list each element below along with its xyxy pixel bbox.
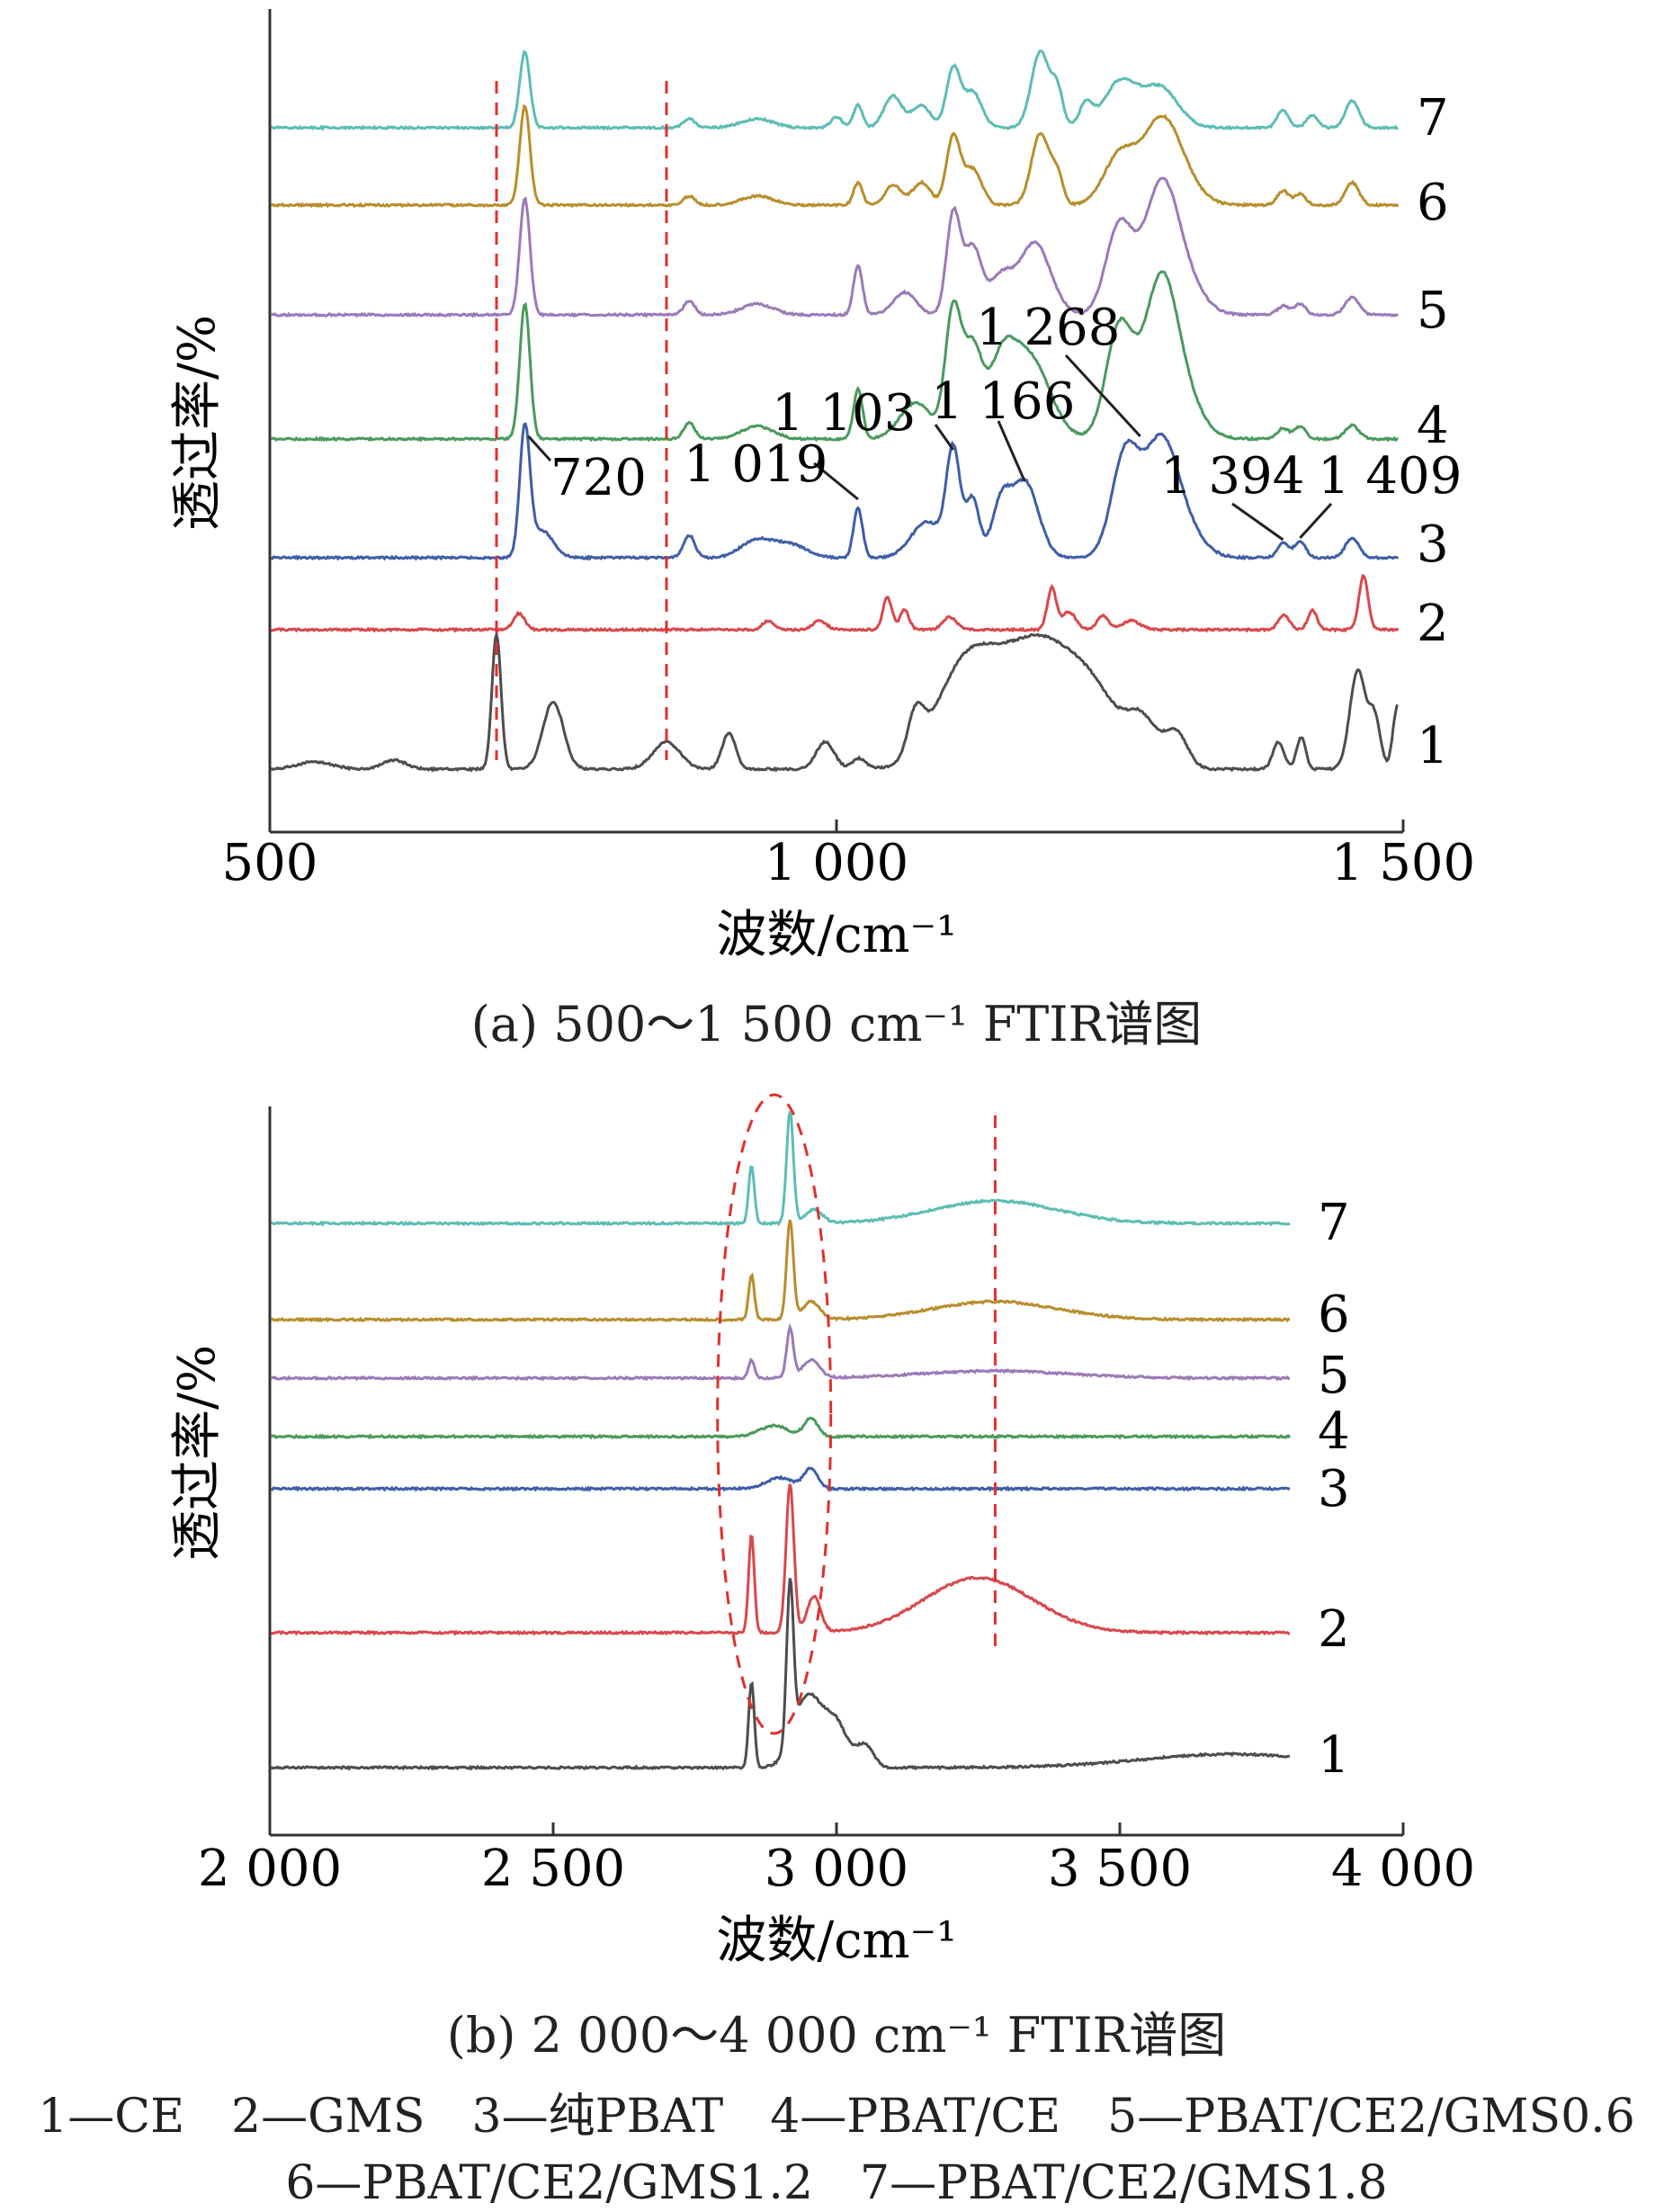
series-label-4: 4 bbox=[1318, 1402, 1350, 1461]
y-axis-label: 透过率/% bbox=[168, 1345, 227, 1561]
spectrum-series-2 bbox=[271, 1483, 1291, 1636]
annotation-label: 1 268 bbox=[976, 299, 1120, 357]
series-label-6: 6 bbox=[1417, 174, 1449, 232]
legend-line-2: 6—PBAT/CE2/GMS1.2 7—PBAT/CE2/GMS1.8 bbox=[285, 2156, 1388, 2210]
series-label-4: 4 bbox=[1417, 397, 1449, 455]
spectrum-series-3 bbox=[271, 1466, 1291, 1492]
series-label-3: 3 bbox=[1318, 1460, 1350, 1518]
spectrum-series-5 bbox=[270, 1322, 1291, 1382]
panel-a: 500 1 000 1 500 波数/cm⁻¹ 透过率/% 1 2 3 4 5 6 7 720 1 019… bbox=[168, 9, 1475, 964]
annotation-label: 1 409 bbox=[1318, 447, 1462, 506]
annotation-leader bbox=[1231, 502, 1284, 542]
spectrum-series-6 bbox=[270, 103, 1400, 209]
annotation-leader bbox=[1299, 502, 1333, 540]
x-tick-label: 4 000 bbox=[1331, 1840, 1475, 1898]
x-tick-label: 500 bbox=[222, 834, 318, 892]
series-label-5: 5 bbox=[1417, 282, 1449, 340]
annotation-leader bbox=[997, 420, 1026, 482]
caption-b: (b) 2 000～4 000 cm⁻¹ FTIR谱图 bbox=[446, 2007, 1227, 2064]
spectrum-series-3 bbox=[271, 422, 1400, 561]
spectrum-series-4 bbox=[270, 270, 1399, 443]
spectrum-series-5 bbox=[270, 176, 1399, 318]
panel-b: 2 000 2 500 3 000 3 500 4 000 波数/cm⁻¹ 透过率/% 1 2 3… bbox=[168, 1093, 1475, 1970]
spectrum-series-6 bbox=[270, 1219, 1291, 1323]
x-tick-label: 2 500 bbox=[481, 1840, 625, 1898]
series-label-2: 2 bbox=[1318, 1600, 1350, 1659]
series-label-1: 1 bbox=[1417, 717, 1449, 775]
series-label-6: 6 bbox=[1318, 1285, 1350, 1344]
spectrum-series-2 bbox=[271, 573, 1400, 633]
series-label-7: 7 bbox=[1318, 1194, 1350, 1252]
y-axis-label: 透过率/% bbox=[168, 315, 227, 531]
annotation-label: 1 019 bbox=[684, 435, 828, 494]
spectrum-series-4 bbox=[270, 1416, 1292, 1440]
series-label-5: 5 bbox=[1318, 1347, 1350, 1405]
annotation-leader bbox=[1064, 354, 1141, 438]
annotation-label: 1 394 bbox=[1160, 447, 1304, 506]
annotation-label: 1 103 bbox=[772, 384, 916, 443]
annotation-leader bbox=[934, 424, 955, 451]
series-label-3: 3 bbox=[1417, 515, 1449, 574]
x-tick-label: 3 000 bbox=[765, 1840, 908, 1898]
x-axis-label: 波数/cm⁻¹ bbox=[716, 1912, 956, 1970]
x-tick-label: 3 500 bbox=[1048, 1840, 1192, 1898]
series-label-7: 7 bbox=[1417, 89, 1449, 148]
legend-line-1: 1—CE 2—GMS 3—纯PBAT 4—PBAT/CE 5—PBAT/CE2/… bbox=[38, 2090, 1635, 2144]
spectrum-series-1 bbox=[270, 1578, 1291, 1771]
series-label-2: 2 bbox=[1417, 595, 1449, 653]
annotation-label: 1 166 bbox=[931, 372, 1075, 431]
x-axis-label: 波数/cm⁻¹ bbox=[716, 906, 956, 964]
series-label-1: 1 bbox=[1318, 1726, 1350, 1785]
spectrum-series-7 bbox=[271, 49, 1399, 131]
x-tick-label: 1 500 bbox=[1331, 834, 1475, 892]
caption-a: (a) 500～1 500 cm⁻¹ FTIR谱图 bbox=[470, 996, 1203, 1052]
annotation-leader bbox=[813, 461, 859, 501]
annotation-leader bbox=[527, 434, 552, 462]
highlight-ellipse bbox=[716, 1093, 833, 1735]
spectrum-series-7 bbox=[271, 1111, 1291, 1227]
x-tick-label: 1 000 bbox=[765, 834, 908, 892]
annotation-label: 720 bbox=[550, 449, 647, 507]
spectrum-series-1 bbox=[270, 629, 1399, 773]
x-tick-label: 2 000 bbox=[198, 1840, 342, 1898]
